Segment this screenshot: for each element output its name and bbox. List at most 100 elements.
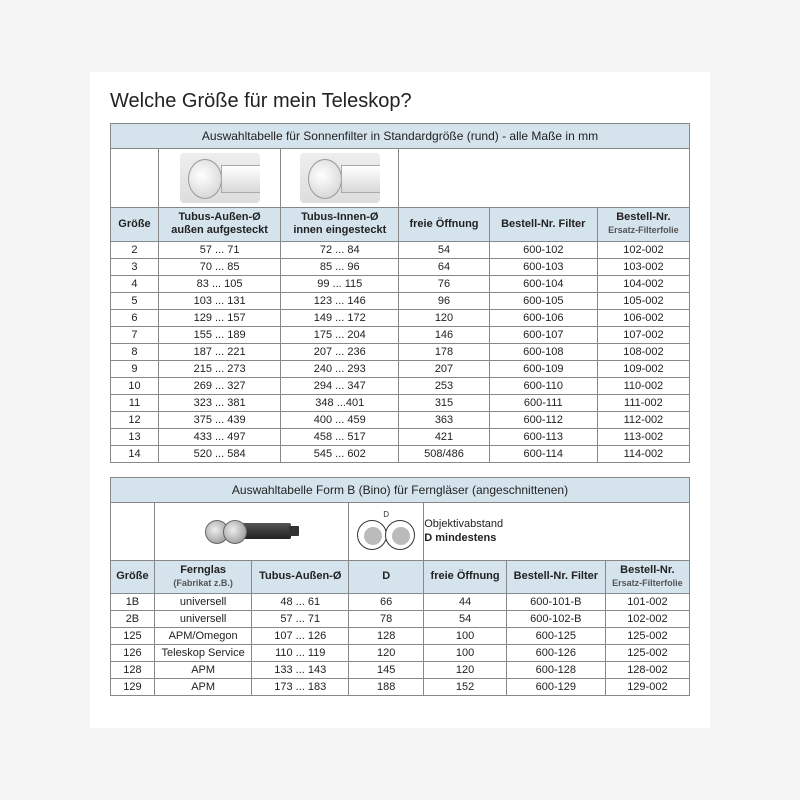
telescope-inner-icon xyxy=(300,153,380,203)
table-cell: 207 ... 236 xyxy=(281,343,399,360)
page-title: Welche Größe für mein Teleskop? xyxy=(110,90,690,113)
table1-caption: Auswahltabelle für Sonnenfilter in Stand… xyxy=(111,124,690,149)
th-opening-txt: freie Öffnung xyxy=(409,218,478,230)
table-cell: 155 ... 189 xyxy=(158,326,280,343)
table-cell: 109-002 xyxy=(597,360,689,377)
th-order-filter-txt: Bestell-Nr. Filter xyxy=(501,218,585,230)
table-cell: 129-002 xyxy=(605,678,689,695)
th-order-foil-txt: Bestell-Nr. xyxy=(616,211,670,223)
t2-th-order-foil: Bestell-Nr. Ersatz-Filterfolie xyxy=(605,560,689,593)
table-cell: 400 ... 459 xyxy=(281,411,399,428)
table-cell: 128-002 xyxy=(605,661,689,678)
obj-line2: D mindestens xyxy=(424,532,496,544)
t2-th-opening: freie Öffnung xyxy=(424,560,507,593)
table-cell: 128 xyxy=(111,661,155,678)
obj-line1: Objektivabstand xyxy=(424,518,503,530)
table-cell: 545 ... 602 xyxy=(281,445,399,462)
table-cell: 600-110 xyxy=(489,377,597,394)
table-cell: 103-002 xyxy=(597,258,689,275)
table-cell: 600-102 xyxy=(489,241,597,258)
table-cell: 1B xyxy=(111,593,155,610)
table-cell: 111-002 xyxy=(597,394,689,411)
table-cell: 57 ... 71 xyxy=(158,241,280,258)
table-cell: 54 xyxy=(399,241,489,258)
table-cell: 520 ... 584 xyxy=(158,445,280,462)
table-cell: universell xyxy=(154,593,252,610)
table-cell: 96 xyxy=(399,292,489,309)
table-cell: 433 ... 497 xyxy=(158,428,280,445)
table-cell: 110-002 xyxy=(597,377,689,394)
table-cell: 133 ... 143 xyxy=(252,661,349,678)
binocular-icon xyxy=(201,509,301,553)
table-cell: 173 ... 183 xyxy=(252,678,349,695)
table-row: 5103 ... 131123 ... 14696600-105105-002 xyxy=(111,292,690,309)
table-cell: 2B xyxy=(111,610,155,627)
t2-th-bino: Fernglas (Fabrikat z.B.) xyxy=(154,560,252,593)
table-cell: 126 xyxy=(111,644,155,661)
th-tube-outer-sub: außen aufgesteckt xyxy=(171,224,268,236)
table-cell: APM xyxy=(154,661,252,678)
page-container: Welche Größe für mein Teleskop? Auswahlt… xyxy=(90,72,710,728)
table-cell: 294 ... 347 xyxy=(281,377,399,394)
table-cell: 600-114 xyxy=(489,445,597,462)
table-row: 128APM133 ... 143145120600-128128-002 xyxy=(111,661,690,678)
table-cell: 102-002 xyxy=(605,610,689,627)
table-row: 483 ... 10599 ... 11576600-104104-002 xyxy=(111,275,690,292)
table-row: 2Buniversell57 ... 717854600-102-B102-00… xyxy=(111,610,690,627)
table-cell: 508/486 xyxy=(399,445,489,462)
table-row: 257 ... 7172 ... 8454600-102102-002 xyxy=(111,241,690,258)
table-row: 13433 ... 497458 ... 517421600-113113-00… xyxy=(111,428,690,445)
table-cell: 13 xyxy=(111,428,159,445)
table-cell: 146 xyxy=(399,326,489,343)
table-cell: 48 ... 61 xyxy=(252,593,349,610)
table-cell: 600-112 xyxy=(489,411,597,428)
table-cell: 64 xyxy=(399,258,489,275)
table-cell: 600-103 xyxy=(489,258,597,275)
table-cell: 66 xyxy=(349,593,424,610)
table-cell: 315 xyxy=(399,394,489,411)
table-cell: 125 xyxy=(111,627,155,644)
table1-img-blank xyxy=(111,149,159,208)
table-cell: 129 ... 157 xyxy=(158,309,280,326)
table-cell: 105-002 xyxy=(597,292,689,309)
table-row: 11323 ... 381348 ...401315600-111111-002 xyxy=(111,394,690,411)
table-cell: 375 ... 439 xyxy=(158,411,280,428)
t2-th-order-filter: Bestell-Nr. Filter xyxy=(506,560,605,593)
table-cell: 44 xyxy=(424,593,507,610)
th-order-foil-sub: Ersatz-Filterfolie xyxy=(608,225,679,235)
t2-th-order-filter-txt: Bestell-Nr. Filter xyxy=(514,570,598,582)
table-row: 6129 ... 157149 ... 172120600-106106-002 xyxy=(111,309,690,326)
table-cell: 2 xyxy=(111,241,159,258)
table-cell: 128 xyxy=(349,627,424,644)
table2: Auswahltabelle Form B (Bino) für Fernglä… xyxy=(110,477,690,696)
table-cell: 600-126 xyxy=(506,644,605,661)
table-cell: 99 ... 115 xyxy=(281,275,399,292)
table-cell: 85 ... 96 xyxy=(281,258,399,275)
t2-th-tube: Tubus-Außen-Ø xyxy=(252,560,349,593)
table-cell: 600-125 xyxy=(506,627,605,644)
table-cell: 600-107 xyxy=(489,326,597,343)
table-cell: 11 xyxy=(111,394,159,411)
table-cell: 600-101-B xyxy=(506,593,605,610)
table1-body: 257 ... 7172 ... 8454600-102102-002370 .… xyxy=(111,241,690,462)
table-cell: 83 ... 105 xyxy=(158,275,280,292)
table-cell: 152 xyxy=(424,678,507,695)
table-cell: 10 xyxy=(111,377,159,394)
t2-th-bino-sub: (Fabrikat z.B.) xyxy=(173,578,233,588)
t2-img-bino xyxy=(154,502,348,560)
table-cell: 112-002 xyxy=(597,411,689,428)
table2-body: 1Buniversell48 ... 616644600-101-B101-00… xyxy=(111,593,690,695)
table-cell: 8 xyxy=(111,343,159,360)
table-cell: 110 ... 119 xyxy=(252,644,349,661)
table-cell: 187 ... 221 xyxy=(158,343,280,360)
table-cell: APM xyxy=(154,678,252,695)
table2-caption: Auswahltabelle Form B (Bino) für Fernglä… xyxy=(111,477,690,502)
table1: Auswahltabelle für Sonnenfilter in Stand… xyxy=(110,123,690,462)
table-cell: 100 xyxy=(424,644,507,661)
table-cell: 12 xyxy=(111,411,159,428)
th-tube-inner: Tubus-Innen-Ø innen eingesteckt xyxy=(281,208,399,241)
table-cell: 101-002 xyxy=(605,593,689,610)
t2-th-order-foil-txt: Bestell-Nr. xyxy=(620,564,674,576)
table-row: 129APM173 ... 183188152600-129129-002 xyxy=(111,678,690,695)
table-cell: 145 xyxy=(349,661,424,678)
